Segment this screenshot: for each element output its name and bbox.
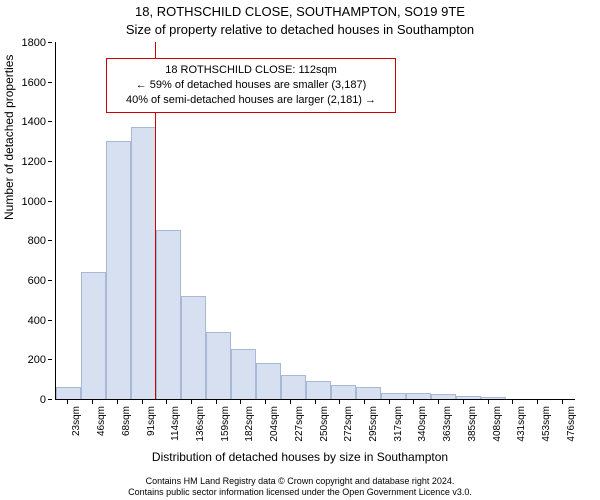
x-tick-label: 159sqm <box>220 406 231 442</box>
y-axis-ticks: 020040060080010001200140016001800 <box>0 42 52 400</box>
x-tick-label: 476sqm <box>566 406 577 442</box>
x-tick-mark <box>315 400 316 404</box>
x-tick-label: 91sqm <box>146 406 157 436</box>
x-tick-label: 453sqm <box>541 406 552 442</box>
y-tick-mark <box>48 201 52 202</box>
x-tick-mark <box>512 400 513 404</box>
y-tick-label: 400 <box>28 315 46 327</box>
x-tick-mark <box>438 400 439 404</box>
x-tick-label: 204sqm <box>269 406 280 442</box>
x-tick-mark <box>166 400 167 404</box>
annotation-line-3: 40% of semi-detached houses are larger (… <box>115 93 387 108</box>
x-tick-mark <box>364 400 365 404</box>
histogram-bar <box>431 394 456 399</box>
y-tick-label: 1200 <box>22 156 46 168</box>
x-tick-label: 340sqm <box>417 406 428 442</box>
histogram-bar <box>56 387 81 399</box>
x-tick-mark <box>142 400 143 404</box>
y-tick-mark <box>48 42 52 43</box>
x-tick-mark <box>92 400 93 404</box>
histogram-bar <box>456 396 481 399</box>
x-tick-label: 363sqm <box>442 406 453 442</box>
x-tick-label: 114sqm <box>170 406 181 441</box>
y-tick-label: 0 <box>40 394 46 406</box>
x-tick-label: 408sqm <box>492 406 503 442</box>
annotation-line-2: ← 59% of detached houses are smaller (3,… <box>115 78 387 93</box>
y-tick-label: 1000 <box>22 196 46 208</box>
y-tick-label: 1600 <box>22 77 46 89</box>
x-tick-mark <box>67 400 68 404</box>
y-tick-mark <box>48 320 52 321</box>
x-tick-label: 295sqm <box>368 406 379 442</box>
y-tick-label: 600 <box>28 275 46 287</box>
chart-footer: Contains HM Land Registry data © Crown c… <box>0 476 600 499</box>
x-tick-label: 317sqm <box>393 406 404 442</box>
x-tick-mark <box>117 400 118 404</box>
y-tick-mark <box>48 280 52 281</box>
x-tick-label: 182sqm <box>244 406 255 442</box>
x-tick-label: 431sqm <box>516 406 527 442</box>
y-tick-label: 1800 <box>22 37 46 49</box>
x-tick-mark <box>191 400 192 404</box>
chart-title-main: 18, ROTHSCHILD CLOSE, SOUTHAMPTON, SO19 … <box>0 4 600 19</box>
histogram-bar <box>131 127 156 399</box>
x-tick-mark <box>265 400 266 404</box>
histogram-bar <box>181 296 206 399</box>
footer-line-2: Contains public sector information licen… <box>0 487 600 498</box>
x-tick-mark <box>537 400 538 404</box>
histogram-bar <box>306 381 331 399</box>
histogram-bar <box>231 349 256 399</box>
y-tick-label: 800 <box>28 235 46 247</box>
histogram-bar <box>481 397 506 399</box>
x-tick-mark <box>389 400 390 404</box>
x-tick-label: 23sqm <box>71 406 82 436</box>
y-tick-mark <box>48 161 52 162</box>
x-tick-label: 136sqm <box>195 406 206 442</box>
histogram-bar <box>156 230 181 399</box>
y-tick-mark <box>48 359 52 360</box>
y-tick-mark <box>48 240 52 241</box>
histogram-bar <box>81 272 106 399</box>
x-tick-label: 68sqm <box>121 406 132 436</box>
histogram-bar <box>381 393 406 399</box>
y-tick-mark <box>48 121 52 122</box>
x-tick-mark <box>290 400 291 404</box>
y-tick-label: 1400 <box>22 116 46 128</box>
x-tick-label: 385sqm <box>467 406 478 442</box>
y-tick-label: 200 <box>28 354 46 366</box>
x-tick-label: 272sqm <box>343 406 354 442</box>
y-tick-mark <box>48 399 52 400</box>
histogram-bar <box>356 387 381 399</box>
histogram-bar <box>331 385 356 399</box>
x-tick-mark <box>413 400 414 404</box>
x-tick-mark <box>240 400 241 404</box>
x-tick-label: 227sqm <box>294 406 305 442</box>
chart-title-sub: Size of property relative to detached ho… <box>0 22 600 37</box>
annotation-box: 18 ROTHSCHILD CLOSE: 112sqm ← 59% of det… <box>106 58 396 113</box>
property-size-histogram: 18, ROTHSCHILD CLOSE, SOUTHAMPTON, SO19 … <box>0 0 600 500</box>
histogram-bar <box>106 141 131 399</box>
x-axis-label: Distribution of detached houses by size … <box>0 450 600 464</box>
histogram-bar <box>256 363 281 399</box>
y-tick-mark <box>48 82 52 83</box>
histogram-bar <box>206 332 231 399</box>
x-tick-label: 250sqm <box>319 406 330 442</box>
x-tick-mark <box>339 400 340 404</box>
x-tick-mark <box>216 400 217 404</box>
histogram-bar <box>281 375 306 399</box>
x-axis-ticks: 23sqm 46sqm 68sqm 91sqm 114sqm 136sqm 159sqm 18… <box>55 400 575 450</box>
annotation-line-1: 18 ROTHSCHILD CLOSE: 112sqm <box>115 63 387 78</box>
footer-line-1: Contains HM Land Registry data © Crown c… <box>0 476 600 487</box>
x-tick-label: 46sqm <box>96 406 107 436</box>
x-tick-mark <box>463 400 464 404</box>
histogram-bar <box>406 393 431 399</box>
x-tick-mark <box>488 400 489 404</box>
x-tick-mark <box>562 400 563 404</box>
